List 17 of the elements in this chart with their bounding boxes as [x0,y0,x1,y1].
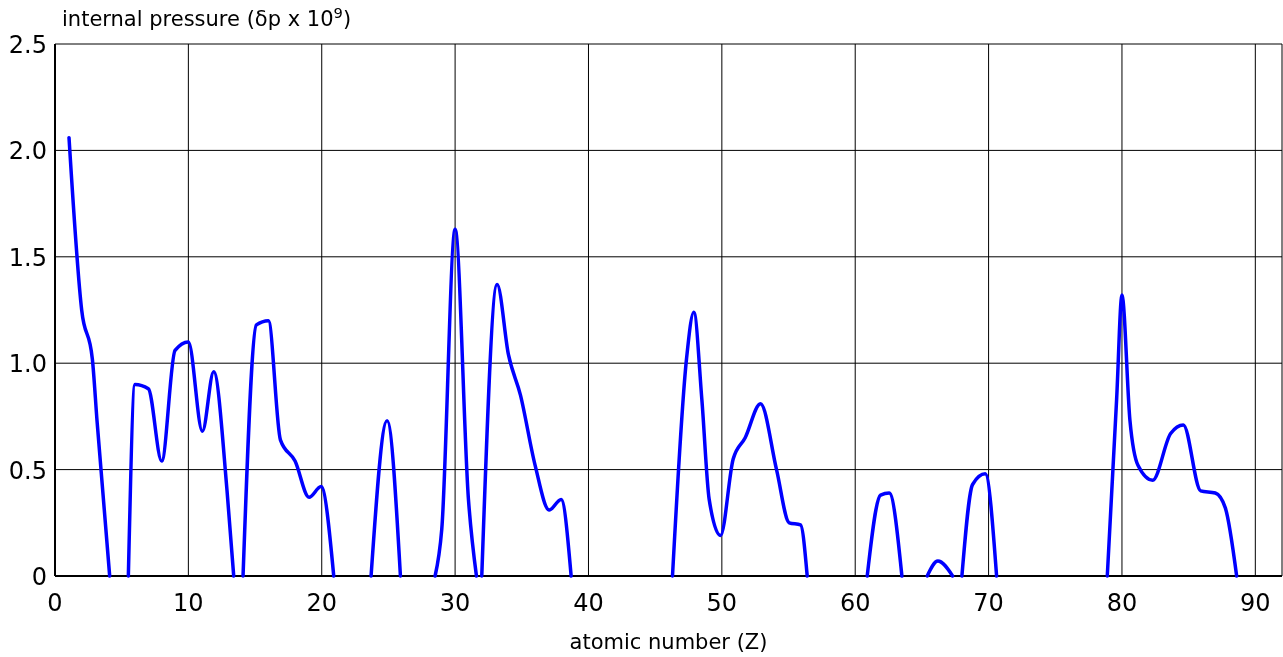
x-tick-label: 40 [573,589,604,617]
y-tick-label: 1.5 [8,243,47,272]
y-tick-label: 0.5 [8,456,47,485]
x-tick-label: 50 [706,589,738,617]
x-tick-label: 60 [839,589,871,617]
x-axis-title: atomic number (Z) [569,630,768,654]
y-tick-label: 1.0 [8,350,47,379]
y-tick-label: 2.5 [8,31,47,59]
x-tick-label: 10 [173,589,204,617]
x-tick-label: 30 [439,589,471,617]
x-tick-label: 80 [1106,589,1138,617]
y-tick-label: 0 [31,563,47,591]
x-tick-label: 90 [1240,589,1271,617]
x-tick-label: 70 [973,589,1004,617]
y-tick-label: 2.0 [8,137,47,166]
y-axis-title: internal pressure (δp x 10$^{9}$) [62,3,352,31]
x-tick-label: 20 [306,589,338,617]
